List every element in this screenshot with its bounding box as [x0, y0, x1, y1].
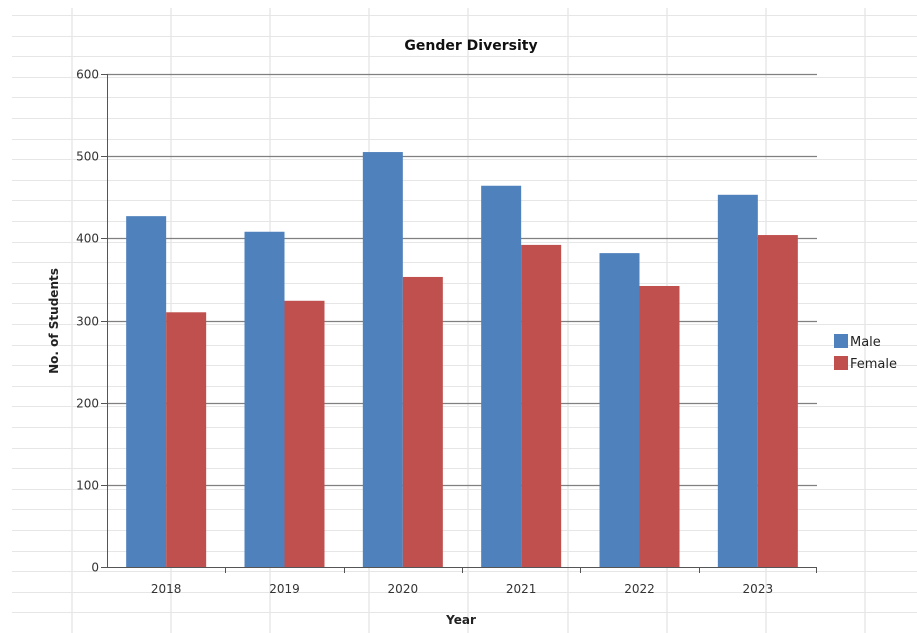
- bar-male-2018: [126, 216, 167, 568]
- bar-female-2018: [166, 312, 207, 567]
- x-tick-label: 2023: [743, 582, 774, 596]
- x-axis-ticks: 2018 2019 2020 2021 2022 2023: [151, 567, 817, 596]
- x-tick-label: 2019: [269, 582, 300, 596]
- x-tick-label: 2021: [506, 582, 537, 596]
- x-tick-label: 2022: [624, 582, 655, 596]
- bar-male-2020: [362, 152, 403, 567]
- x-tick-label: 2020: [388, 582, 419, 596]
- bar-male-2021: [481, 185, 522, 567]
- legend-swatch-male: [834, 334, 848, 348]
- bar-female-2020: [402, 276, 443, 567]
- x-tick-label: 2018: [151, 582, 182, 596]
- legend-label-male: Male: [850, 335, 881, 350]
- y-tick-label: 600: [76, 68, 99, 82]
- y-tick-label: 200: [76, 397, 99, 411]
- bars: [126, 152, 798, 568]
- bar-male-2022: [599, 253, 640, 567]
- y-axis-ticks: 0 100 200 300 400 500 600: [76, 68, 107, 575]
- axes: [107, 74, 817, 568]
- bar-female-2021: [521, 244, 562, 567]
- y-tick-label: 500: [76, 150, 99, 164]
- bar-female-2019: [284, 300, 325, 567]
- legend-swatch-female: [834, 356, 848, 370]
- bar-female-2023: [757, 235, 798, 567]
- y-axis-title: No. of Students: [47, 268, 61, 374]
- y-tick-label: 0: [91, 561, 99, 575]
- chart-title: Gender Diversity: [404, 38, 537, 54]
- legend-label-female: Female: [850, 357, 897, 372]
- legend: Male Female: [834, 334, 897, 372]
- x-axis-title: Year: [445, 613, 476, 627]
- y-gridlines: [107, 73, 817, 487]
- bar-male-2019: [244, 231, 285, 567]
- bar-female-2022: [639, 285, 680, 567]
- y-tick-label: 100: [76, 479, 99, 493]
- y-tick-label: 300: [76, 315, 99, 329]
- y-tick-label: 400: [76, 232, 99, 246]
- bar-male-2023: [717, 194, 758, 567]
